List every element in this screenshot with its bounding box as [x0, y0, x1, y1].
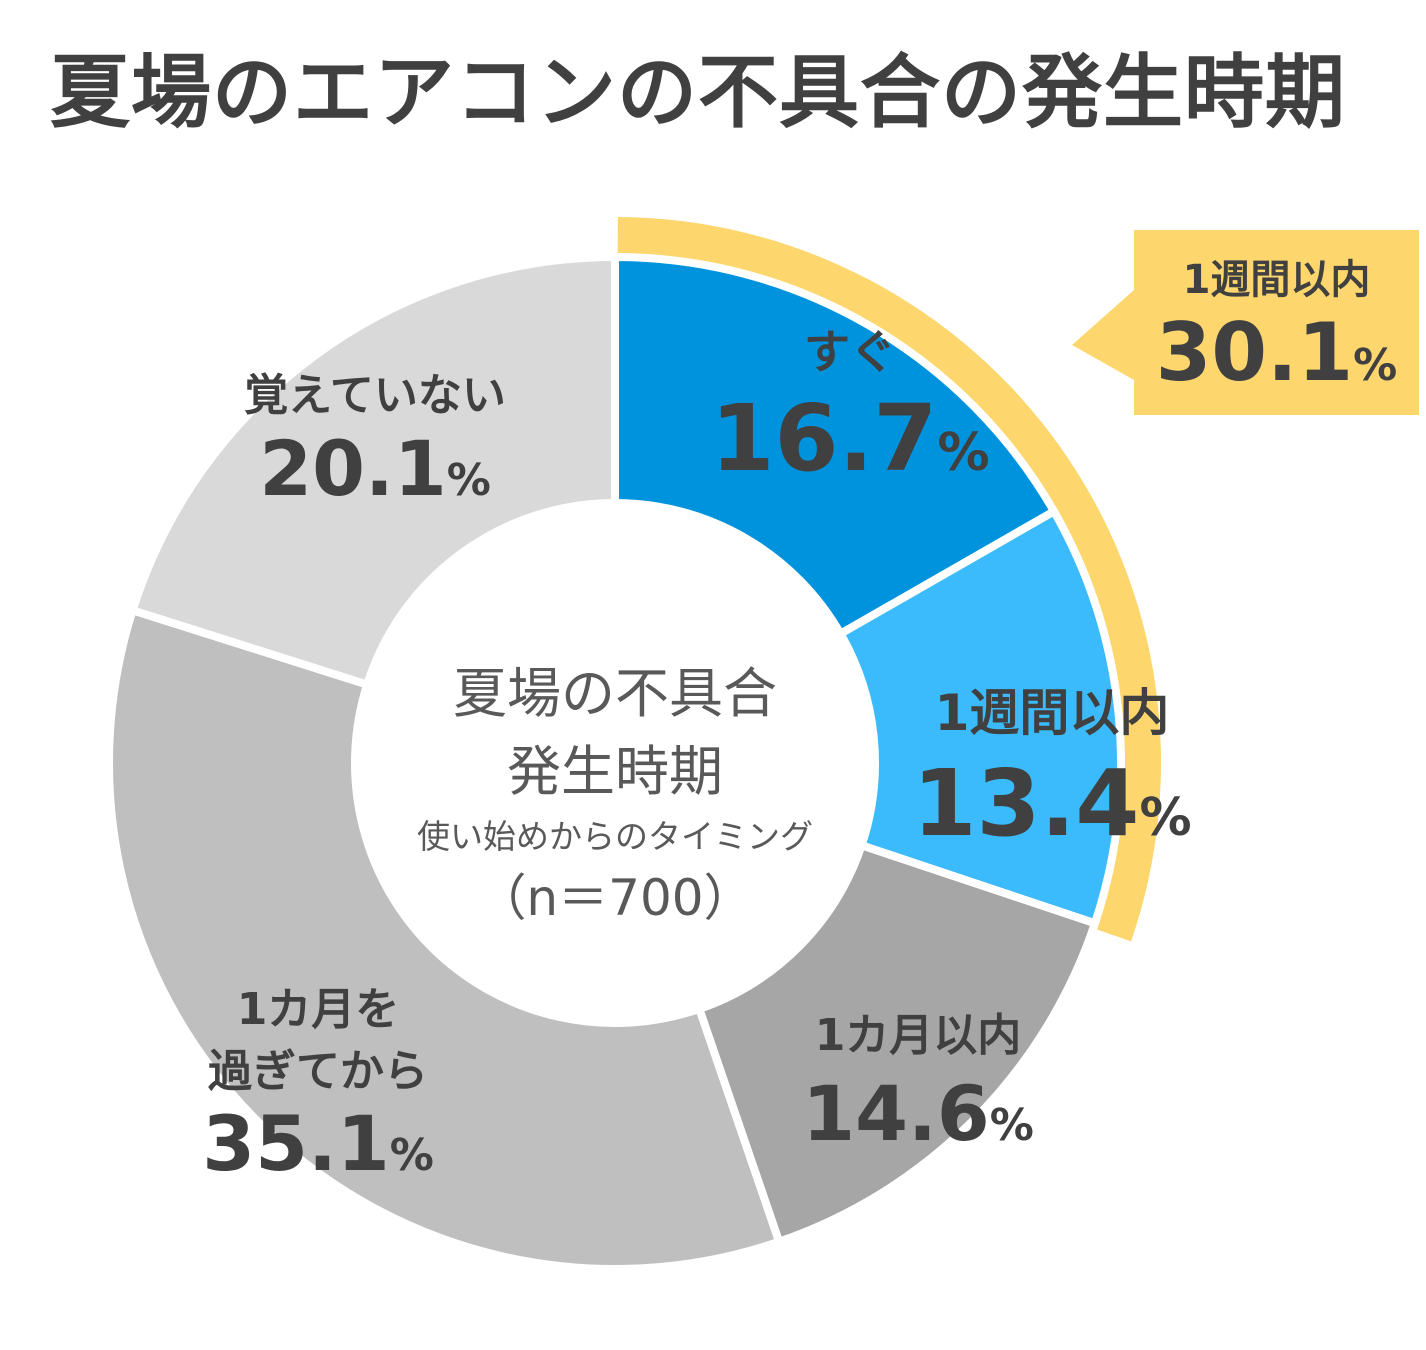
center-title-line1: 夏場の不具合 — [453, 662, 777, 725]
highlight-callout-label: 1週間以内 — [1183, 257, 1371, 303]
highlight-callout-box — [1072, 230, 1419, 415]
slice-label-month: 1カ月以内 — [815, 1010, 1022, 1061]
slice-week — [835, 505, 1125, 929]
chart-title: 夏場のエアコンの不具合の発生時期 — [50, 46, 1346, 139]
slice-label-week: 1週間以内 — [935, 684, 1170, 742]
slice-label-unknown: 覚えていない — [244, 370, 506, 421]
center-title-line2: 発生時期 — [507, 740, 723, 803]
slice-value-unknown: 20.1% — [259, 424, 491, 513]
center-sample-size: （n＝700） — [476, 869, 753, 927]
slice-value-sugu: 16.7% — [710, 385, 989, 492]
slice-sugu — [611, 252, 1060, 640]
slice-unknown — [127, 252, 619, 690]
slice-value-week: 13.4% — [912, 750, 1191, 857]
slice-value-month: 14.6% — [802, 1069, 1034, 1158]
highlight-callout-value: 30.1% — [1156, 306, 1397, 399]
slice-month — [694, 840, 1101, 1247]
slice-label-after-month: 過ぎてから — [208, 1046, 428, 1097]
slice-label-after-month: 1カ月を — [237, 984, 400, 1035]
slice-label-sugu: すぐ — [804, 325, 896, 379]
center-subtitle: 使い始めからのタイミング — [417, 817, 813, 856]
slice-after-month — [105, 605, 785, 1274]
slice-value-after-month: 35.1% — [202, 1099, 434, 1188]
